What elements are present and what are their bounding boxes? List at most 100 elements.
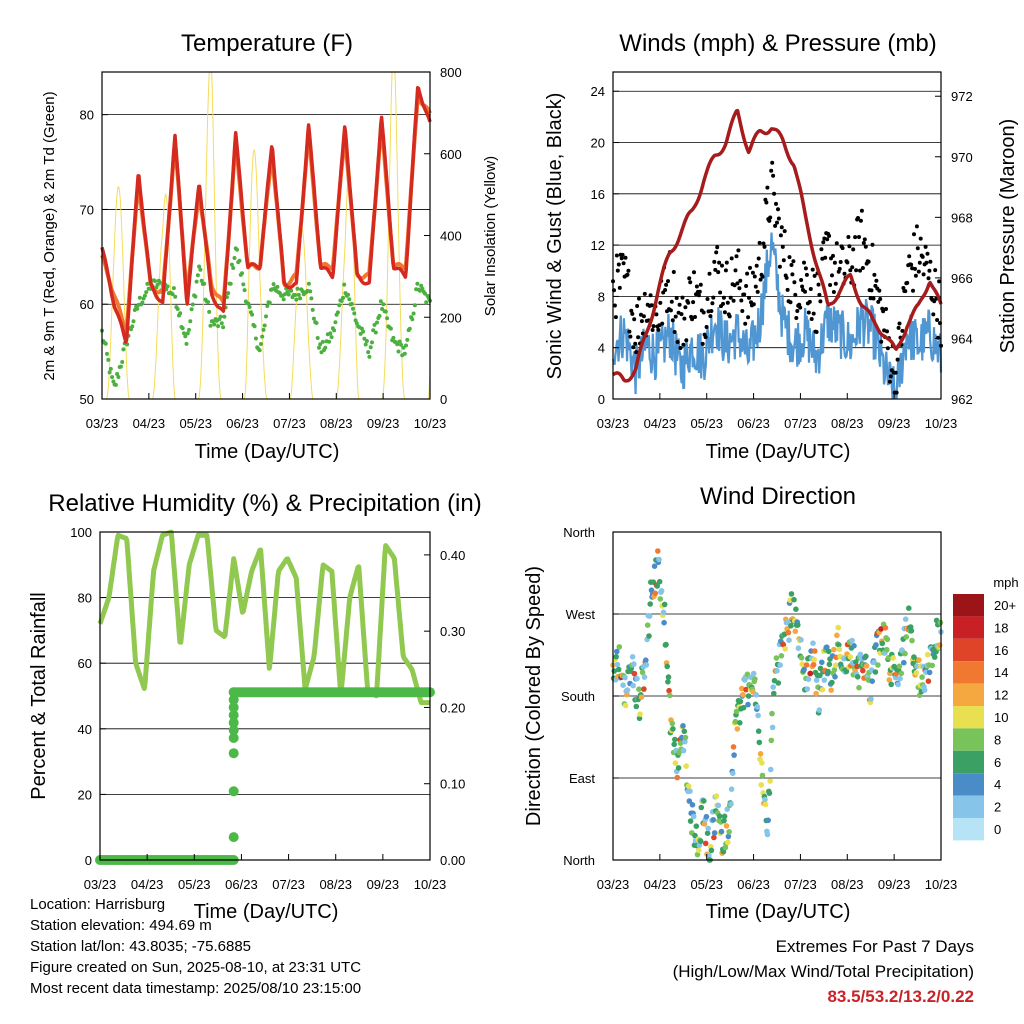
direction-point <box>666 687 672 694</box>
dewpoint-point <box>202 281 207 286</box>
direction-point <box>636 715 643 722</box>
gust-point <box>734 254 739 259</box>
gust-point <box>748 265 752 270</box>
direction-point <box>799 661 805 667</box>
gust-point <box>724 260 729 265</box>
direction-point <box>767 766 774 773</box>
direction-point <box>868 696 874 702</box>
gust-point <box>735 281 740 286</box>
direction-y-label: Direction (Colored By Speed) <box>523 566 545 826</box>
direction-point <box>740 704 747 711</box>
dewpoint-point <box>311 316 316 321</box>
gust-point <box>808 287 813 291</box>
direction-point <box>677 740 684 746</box>
y-tick-label: 0 <box>598 392 605 407</box>
direction-point <box>652 590 659 597</box>
dewpoint-point <box>342 282 347 287</box>
x-tick-label: 06/23 <box>226 416 259 431</box>
dewpoint-point <box>317 345 321 350</box>
direction-point <box>631 661 637 667</box>
direction-point <box>902 650 908 657</box>
dewpoint-point <box>310 307 315 312</box>
direction-point <box>793 606 799 612</box>
y-tick-label: North <box>563 853 595 868</box>
y-tick-label: 4 <box>598 341 605 356</box>
direction-point <box>754 704 761 710</box>
y-tick-label: 60 <box>80 297 94 312</box>
dewpoint-point <box>337 303 342 308</box>
gust-point <box>710 301 715 306</box>
gust-point <box>912 232 916 237</box>
gust-point <box>683 305 688 310</box>
direction-point <box>737 698 744 705</box>
gust-point <box>750 270 755 275</box>
dewpoint-point <box>314 321 319 325</box>
y2-tick-label: 964 <box>951 331 973 346</box>
gust-point <box>887 379 892 384</box>
winds-title: Winds (mph) & Pressure (mb) <box>619 30 936 57</box>
gust-point <box>834 241 839 246</box>
extremes-box: Extremes For Past 7 Days (High/Low/Max W… <box>673 934 974 1009</box>
y-tick-label: West <box>566 607 596 622</box>
direction-point <box>664 663 670 670</box>
direction-point <box>819 686 826 693</box>
wind-speed-line <box>611 232 943 400</box>
gust-point <box>733 268 738 273</box>
dewpoint-point <box>264 314 268 319</box>
direction-point <box>682 738 688 745</box>
gust-point <box>694 284 699 289</box>
direction-point <box>843 668 850 675</box>
y-tick-label: 40 <box>78 722 92 737</box>
direction-point <box>884 636 891 643</box>
gust-point <box>840 246 845 251</box>
gust-point <box>793 292 798 297</box>
direction-point <box>641 674 648 680</box>
direction-point <box>705 825 711 832</box>
legend-label: 8 <box>994 732 1001 747</box>
gust-point <box>831 290 836 294</box>
dewpoint-point <box>108 366 113 371</box>
direction-point <box>660 609 667 616</box>
x-tick-label: 04/23 <box>644 416 677 431</box>
gust-point <box>751 302 756 307</box>
gust-point <box>814 330 819 334</box>
direction-point <box>682 734 689 741</box>
legend-label: 16 <box>994 643 1008 658</box>
dewpoint-point <box>373 330 378 335</box>
winds-panel: Winds (mph) & Pressure (mb) 04812162024 … <box>544 30 1019 463</box>
x-tick-label: 09/23 <box>367 416 400 431</box>
direction-point <box>762 801 769 808</box>
dewpoint-point <box>199 278 204 283</box>
gust-point <box>619 256 624 261</box>
gust-point <box>718 290 723 295</box>
x-tick-label: 10/23 <box>925 416 958 431</box>
direction-point <box>639 669 646 676</box>
dewpoint-point <box>250 312 255 317</box>
gust-point <box>881 309 886 314</box>
gust-point <box>923 244 928 249</box>
gust-point <box>782 229 787 234</box>
y2-tick-label: 0.30 <box>440 624 465 639</box>
direction-point <box>643 662 650 668</box>
gust-point <box>792 280 797 285</box>
dewpoint-point <box>366 350 371 355</box>
direction-point <box>773 655 780 661</box>
gust-point <box>924 260 929 265</box>
precip-point <box>228 748 239 759</box>
gust-point <box>745 271 750 276</box>
y-tick-label: 16 <box>591 187 605 202</box>
gust-point <box>812 273 817 278</box>
x-tick-label: 06/23 <box>737 877 770 892</box>
extremes-title: Extremes For Past 7 Days <box>775 937 974 956</box>
station-latlon: Station lat/lon: 43.8035; -75.6885 <box>30 938 252 955</box>
gust-point <box>773 223 778 228</box>
x-tick-label: 04/23 <box>644 877 677 892</box>
direction-point <box>687 818 694 824</box>
direction-point <box>631 670 638 677</box>
temperature-left-ticks: 50 60 70 80 <box>80 108 108 407</box>
gust-point <box>893 370 898 375</box>
gust-point <box>669 299 674 304</box>
gust-point <box>736 248 741 253</box>
direction-point <box>661 601 668 608</box>
dewpoint-point <box>352 311 357 316</box>
